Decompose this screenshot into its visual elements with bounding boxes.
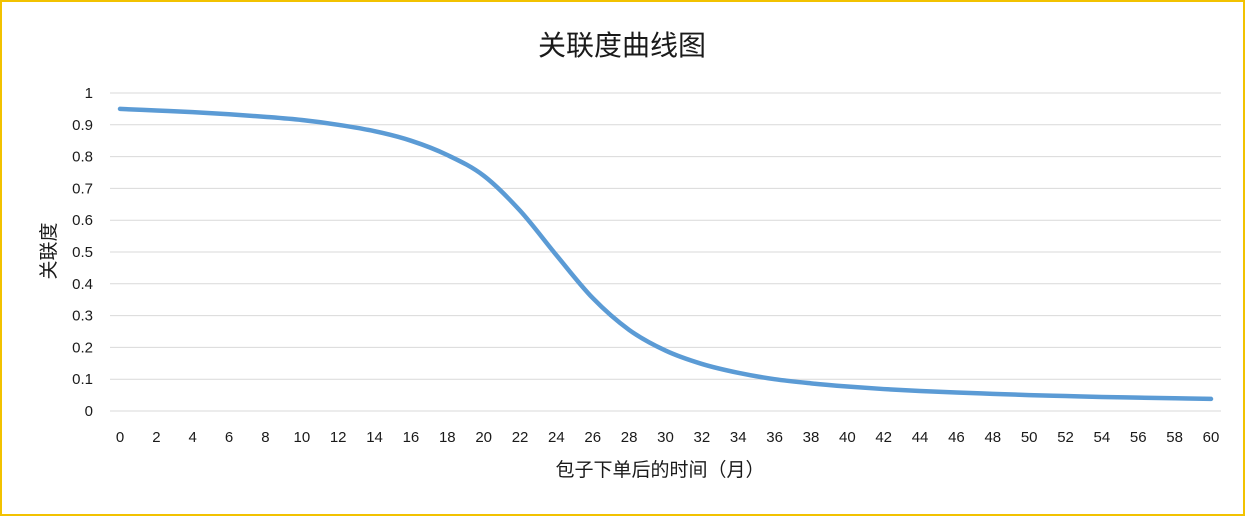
y-tick-label: 0.3 bbox=[72, 308, 93, 325]
series-line-0 bbox=[117, 106, 1214, 402]
series-layer bbox=[117, 106, 1214, 402]
x-tick-label: 4 bbox=[189, 429, 197, 446]
y-tick-label: 0.5 bbox=[72, 244, 93, 261]
x-tick-label: 42 bbox=[875, 429, 892, 446]
x-tick-label: 2 bbox=[152, 429, 160, 446]
y-tick-label: 0.2 bbox=[72, 339, 93, 356]
x-tick-label: 60 bbox=[1203, 429, 1220, 446]
x-tick-label: 12 bbox=[330, 429, 347, 446]
x-tick-label: 10 bbox=[293, 429, 310, 446]
x-tick-label: 44 bbox=[912, 429, 929, 446]
x-tick-label: 8 bbox=[261, 429, 269, 446]
x-tick-label: 16 bbox=[403, 429, 420, 446]
x-tick-label: 30 bbox=[657, 429, 674, 446]
x-tick-label: 22 bbox=[512, 429, 529, 446]
x-axis-ticks: 0 2 4 6 8 10 12 14 16 18 20 22 24 26 28 30 32 34 36 38 40 42 4… bbox=[116, 429, 1220, 446]
x-tick-label: 48 bbox=[984, 429, 1001, 446]
y-tick-label: 0.6 bbox=[72, 212, 93, 229]
y-tick-label: 1 bbox=[85, 85, 93, 102]
y-tick-label: 0.4 bbox=[72, 276, 93, 293]
x-tick-label: 6 bbox=[225, 429, 233, 446]
x-tick-label: 56 bbox=[1130, 429, 1147, 446]
x-tick-label: 26 bbox=[584, 429, 601, 446]
x-tick-label: 0 bbox=[116, 429, 124, 446]
x-tick-label: 54 bbox=[1094, 429, 1111, 446]
y-axis-ticks: 0 0.1 0.2 0.3 0.4 0.5 0.6 0.7 0.8 0.9 1 bbox=[72, 85, 93, 420]
x-tick-label: 24 bbox=[548, 429, 565, 446]
x-tick-label: 50 bbox=[1021, 429, 1038, 446]
x-tick-label: 46 bbox=[948, 429, 965, 446]
x-tick-label: 20 bbox=[475, 429, 492, 446]
x-tick-label: 58 bbox=[1166, 429, 1183, 446]
x-tick-label: 32 bbox=[694, 429, 711, 446]
gridlines bbox=[110, 92, 1221, 412]
x-tick-label: 28 bbox=[621, 429, 638, 446]
x-tick-label: 52 bbox=[1057, 429, 1074, 446]
y-tick-label: 0 bbox=[85, 403, 93, 420]
y-tick-label: 0.1 bbox=[72, 371, 93, 388]
x-tick-label: 40 bbox=[839, 429, 856, 446]
x-tick-label: 34 bbox=[730, 429, 747, 446]
x-tick-label: 36 bbox=[766, 429, 783, 446]
y-axis-label: 关联度 bbox=[38, 222, 60, 279]
x-tick-label: 38 bbox=[803, 429, 820, 446]
x-tick-label: 18 bbox=[439, 429, 456, 446]
chart-title: 关联度曲线图 bbox=[538, 29, 706, 62]
y-tick-label: 0.8 bbox=[72, 149, 93, 166]
y-tick-label: 0.7 bbox=[72, 180, 93, 197]
x-axis-label: 包子下单后的时间（月） bbox=[555, 459, 764, 481]
y-tick-label: 0.9 bbox=[72, 117, 93, 134]
x-tick-label: 14 bbox=[366, 429, 383, 446]
